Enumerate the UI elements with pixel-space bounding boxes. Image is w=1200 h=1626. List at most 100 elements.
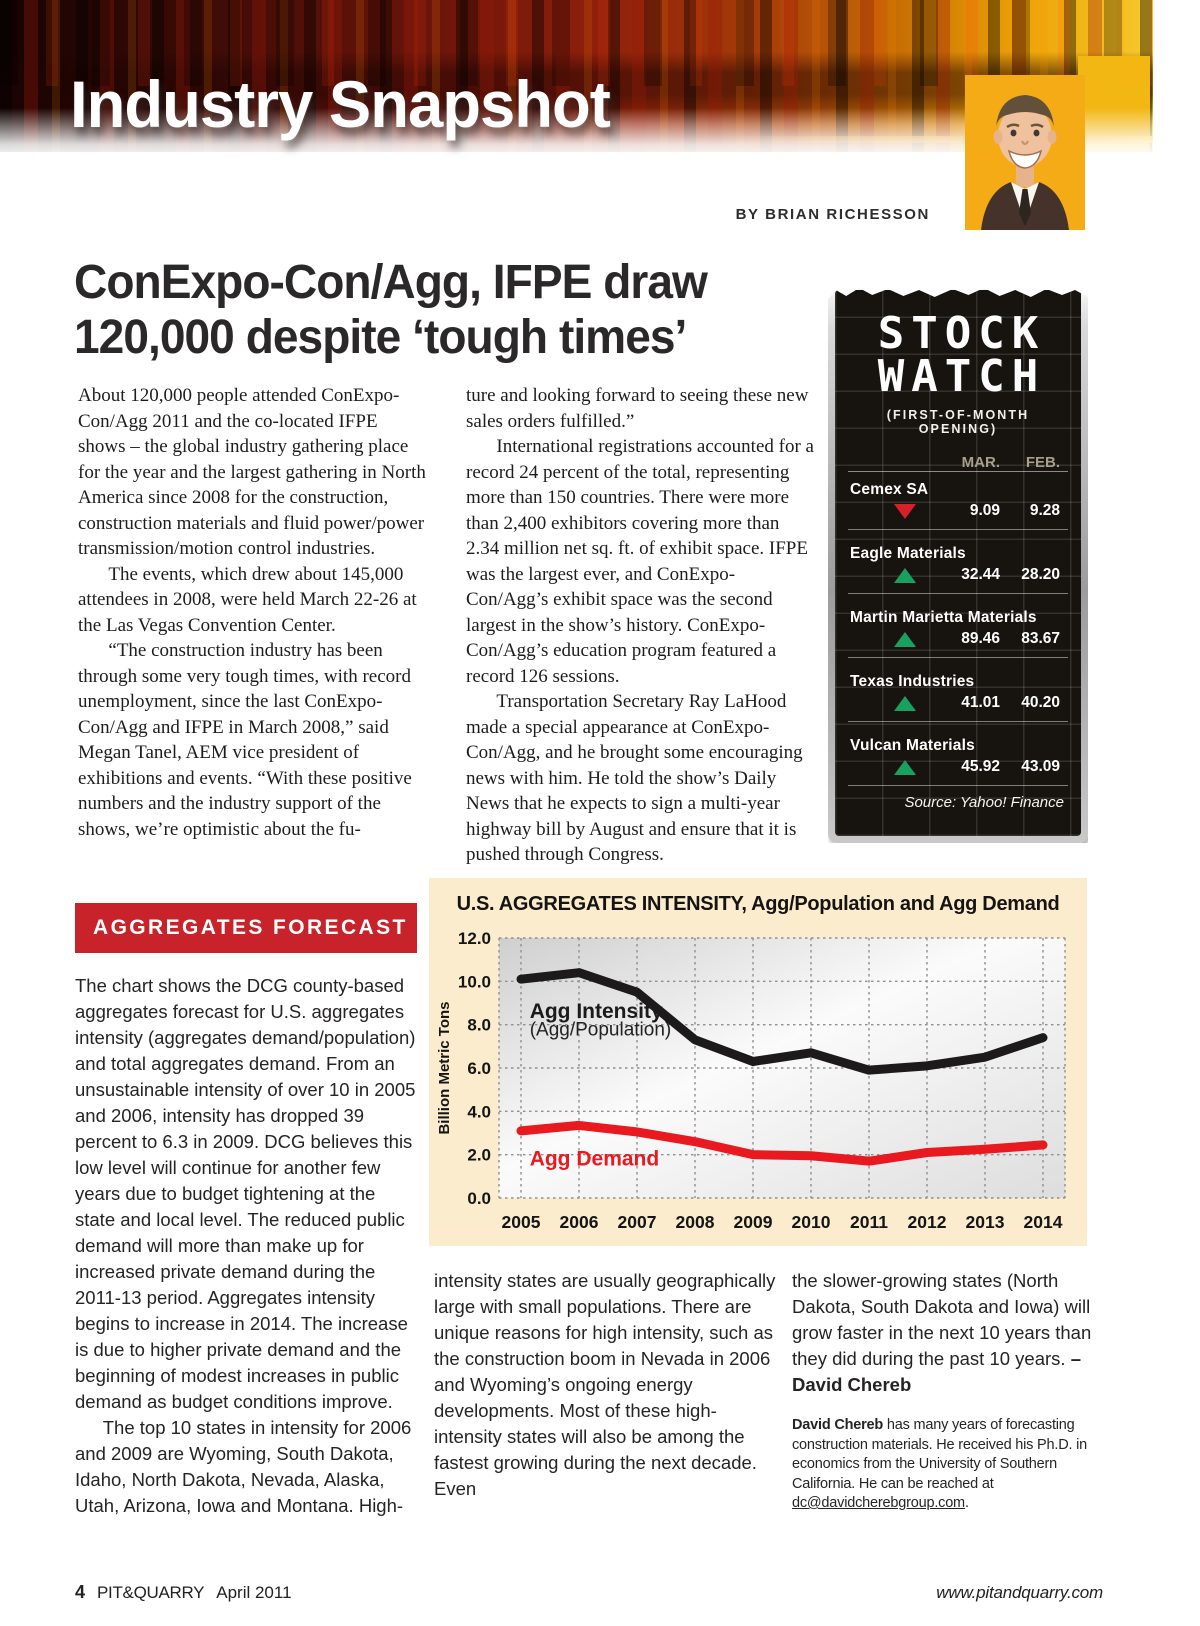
stock-name: Eagle Materials <box>850 545 966 563</box>
chart-title: U.S. AGGREGATES INTENSITY, Agg/Populatio… <box>456 893 1060 915</box>
svg-text:12.0: 12.0 <box>458 929 491 948</box>
article-column-1: About 120,000 people attended ConExpo-Co… <box>78 383 426 842</box>
stock-value-feb: 40.20 <box>1021 694 1060 712</box>
stock-row: Cemex SA 9.09 9.28 <box>848 472 1068 531</box>
stock-table-rows: Cemex SA 9.09 9.28 Eagle Materials 32.44 28.2… <box>848 472 1068 787</box>
svg-text:6.0: 6.0 <box>467 1059 491 1078</box>
paragraph: “The construction industry has been thro… <box>78 640 412 840</box>
banner-texture-bars <box>0 0 1153 86</box>
stock-watch-title: STOCK WATCH <box>848 308 1068 403</box>
svg-text:(Agg/Population): (Agg/Population) <box>530 1020 672 1041</box>
stock-table-header: MAR. FEB. <box>848 446 1068 473</box>
article-headline: ConExpo-Con/Agg, IFPE draw 120,000 despi… <box>74 256 784 365</box>
email-link[interactable]: dc@davidcherebgroup.com <box>792 1495 965 1511</box>
chart-panel: U.S. AGGREGATES INTENSITY, Agg/Populatio… <box>429 878 1087 1246</box>
svg-text:2011: 2011 <box>850 1212 888 1232</box>
forecast-column-2: intensity states are usually geographica… <box>434 1268 784 1502</box>
byline: BY BRIAN RICHESSON <box>735 206 930 223</box>
svg-text:2007: 2007 <box>618 1212 657 1232</box>
stock-value-mar: 41.01 <box>961 694 1000 712</box>
stock-name: Cemex SA <box>850 481 929 499</box>
stock-row: Texas Industries 41.01 40.20 <box>848 664 1068 723</box>
forecast-column-1: The chart shows the DCG county-based agg… <box>75 973 420 1519</box>
headline-line-1: ConExpo-Con/Agg, IFPE draw <box>74 256 708 309</box>
page-footer: 4 PIT&QUARRY April 2011 www.pitandquarry… <box>75 1582 1103 1603</box>
stock-values: 9.09 9.28 <box>848 499 1068 529</box>
website-url: www.pitandquarry.com <box>936 1583 1103 1602</box>
svg-text:Agg Intensity: Agg Intensity <box>530 1000 663 1023</box>
stock-watch-box: STOCK WATCH (FIRST-OF-MONTH OPENING) MAR… <box>828 288 1088 843</box>
magazine-name: PIT&QUARRY <box>97 1583 205 1602</box>
stock-name: Texas Industries <box>850 673 975 691</box>
stock-value-feb: 28.20 <box>1021 566 1060 584</box>
stock-values: 32.44 28.20 <box>848 563 1068 593</box>
svg-text:10.0: 10.0 <box>458 972 491 991</box>
author-photo <box>965 75 1085 230</box>
svg-text:2013: 2013 <box>966 1212 1005 1232</box>
issue-date: April 2011 <box>216 1583 292 1602</box>
stock-value-feb: 43.09 <box>1021 758 1060 776</box>
author-bio: David Chereb has many years of forecasti… <box>792 1416 1112 1514</box>
article-column-2: ture and looking forward to seeing these… <box>466 383 814 868</box>
up-arrow-icon <box>894 567 916 583</box>
stock-watch-title-line2: WATCH <box>877 351 1046 403</box>
up-arrow-icon <box>894 631 916 647</box>
bio-author-name: David Chereb <box>792 1417 884 1433</box>
stock-value-mar: 9.09 <box>969 502 1000 520</box>
stock-watch-subtitle: (FIRST-OF-MONTH OPENING) <box>886 408 1030 437</box>
headline-line-2: 120,000 despite ‘tough times’ <box>74 310 687 364</box>
footer-left: 4 PIT&QUARRY April 2011 <box>75 1582 292 1603</box>
paragraph: intensity states are usually geographica… <box>434 1270 776 1499</box>
svg-text:2009: 2009 <box>734 1212 773 1232</box>
paragraph: ture and looking forward to seeing these… <box>466 385 809 432</box>
svg-text:2005: 2005 <box>502 1212 541 1232</box>
author-signature: – David Chereb <box>792 1348 1081 1395</box>
stock-values: 89.46 83.67 <box>848 627 1068 657</box>
up-arrow-icon <box>894 759 916 775</box>
paragraph: the slower-growing states (North Dakota,… <box>792 1268 1112 1398</box>
stock-values: 41.01 40.20 <box>848 691 1068 721</box>
column-header-mar: MAR. <box>961 454 1000 472</box>
svg-text:4.0: 4.0 <box>467 1102 491 1121</box>
column-header-feb: FEB. <box>1025 454 1060 472</box>
up-arrow-icon <box>894 695 916 711</box>
svg-text:0.0: 0.0 <box>467 1189 491 1208</box>
stock-name: Vulcan Materials <box>850 737 975 755</box>
svg-text:2.0: 2.0 <box>467 1146 491 1165</box>
stock-row: Martin Marietta Materials 89.46 83.67 <box>848 600 1068 659</box>
stock-source: Source: Yahoo! Finance <box>904 794 1064 812</box>
paragraph: The events, which drew about 145,000 att… <box>78 563 417 636</box>
svg-text:Billion Metric Tons: Billion Metric Tons <box>436 1001 453 1134</box>
svg-text:2006: 2006 <box>560 1212 599 1232</box>
stock-values: 45.92 43.09 <box>848 755 1068 785</box>
svg-text:2008: 2008 <box>676 1212 715 1232</box>
stock-watch-title-line1: STOCK <box>877 308 1046 359</box>
paragraph: The top 10 states in intensity for 2006 … <box>75 1417 412 1516</box>
aggregates-chart: 0.0 2.0 4.0 6.0 8.0 10.0 12.0 2005 2006 2007 2008 2… <box>436 929 1066 1232</box>
svg-text:2014: 2014 <box>1024 1212 1063 1232</box>
svg-text:2010: 2010 <box>792 1212 831 1232</box>
page-number: 4 <box>75 1582 86 1602</box>
section-title: Industry Snapshot <box>70 67 611 141</box>
aggregates-forecast-label: AGGREGATES FORECAST <box>75 903 417 953</box>
stock-watch-inner: STOCK WATCH (FIRST-OF-MONTH OPENING) MAR… <box>835 290 1081 836</box>
stock-table: MAR. FEB. Cemex SA 9.09 9.28 Eagle Material… <box>848 446 1068 787</box>
stock-value-mar: 89.46 <box>961 630 1000 648</box>
stock-value-feb: 9.28 <box>1029 502 1060 520</box>
stock-name: Martin Marietta Materials <box>850 609 1037 627</box>
bio-suffix: . <box>964 1495 969 1511</box>
stock-value-mar: 32.44 <box>961 566 1000 584</box>
stock-row: Vulcan Materials 45.92 43.09 <box>848 728 1068 787</box>
stock-row: Eagle Materials 32.44 28.20 <box>848 536 1068 595</box>
chart-area: 0.0 2.0 4.0 6.0 8.0 10.0 12.0 2005 2006 2007 2008 2… <box>433 924 1083 1242</box>
down-arrow-icon <box>894 503 916 519</box>
svg-text:8.0: 8.0 <box>467 1016 491 1035</box>
paragraph: About 120,000 people attended ConExpo-Co… <box>78 385 426 559</box>
banner-fade <box>0 108 1153 160</box>
paragraph: International registrations accounted fo… <box>466 436 814 687</box>
paragraph-text: the slower-growing states (North Dakota,… <box>792 1270 1092 1369</box>
paragraph: The chart shows the DCG county-based agg… <box>75 975 416 1412</box>
stock-value-mar: 45.92 <box>961 758 1000 776</box>
forecast-column-3: the slower-growing states (North Dakota,… <box>792 1268 1112 1514</box>
